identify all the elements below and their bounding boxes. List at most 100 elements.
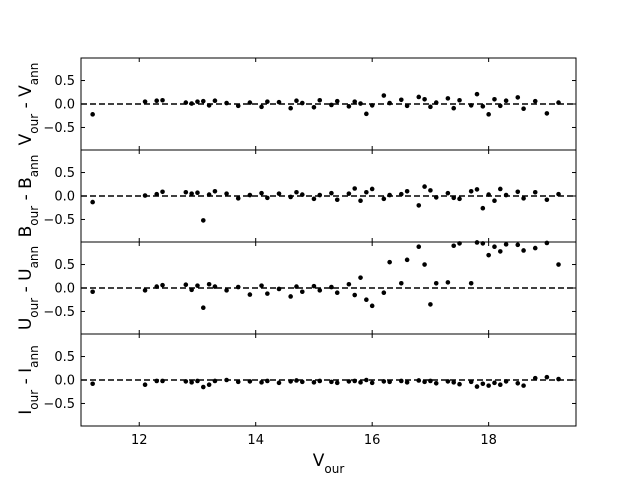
data-point bbox=[329, 102, 334, 108]
data-point bbox=[381, 290, 387, 295]
data-point bbox=[480, 104, 486, 109]
data-point bbox=[474, 91, 480, 97]
data-point bbox=[265, 195, 270, 201]
data-point bbox=[404, 257, 410, 263]
label-subscript: ann bbox=[27, 63, 41, 86]
label-subscript: ann bbox=[27, 246, 41, 269]
data-point bbox=[317, 192, 323, 198]
data-point bbox=[492, 380, 497, 386]
data-point bbox=[486, 192, 491, 197]
data-point bbox=[294, 284, 299, 289]
data-point bbox=[259, 190, 264, 196]
data-point bbox=[521, 383, 526, 388]
data-point bbox=[369, 303, 375, 309]
data-point bbox=[486, 112, 491, 117]
data-point bbox=[200, 218, 206, 223]
data-point bbox=[212, 98, 218, 104]
data-point bbox=[288, 294, 293, 299]
data-point bbox=[364, 189, 369, 195]
data-point bbox=[387, 192, 392, 198]
panel: −0.5 0.0 0.5 Bour - Bann bbox=[16, 149, 577, 243]
data-point bbox=[556, 262, 561, 267]
data-point bbox=[369, 380, 375, 386]
data-point bbox=[416, 94, 422, 100]
data-point bbox=[224, 100, 229, 106]
data-point bbox=[352, 292, 358, 298]
data-point bbox=[160, 282, 165, 288]
panel: −0.5 0.0 0.5 Uour - Uann bbox=[16, 240, 577, 335]
x-tick-label: 18 bbox=[480, 433, 497, 448]
data-point bbox=[200, 384, 206, 390]
data-point bbox=[90, 112, 95, 117]
x-tick-label: 14 bbox=[247, 433, 264, 448]
data-point bbox=[515, 380, 521, 386]
data-point bbox=[334, 290, 340, 295]
data-point bbox=[160, 97, 165, 103]
data-point bbox=[183, 379, 189, 384]
data-point bbox=[457, 381, 462, 387]
data-point bbox=[515, 95, 521, 100]
y-tick-label: 0.5 bbox=[54, 258, 75, 273]
data-point bbox=[334, 380, 340, 386]
data-point bbox=[486, 252, 491, 258]
data-point bbox=[480, 381, 486, 387]
data-point bbox=[433, 100, 439, 105]
data-point bbox=[90, 289, 95, 295]
data-point bbox=[195, 99, 200, 104]
label-text: V bbox=[313, 451, 325, 471]
data-point bbox=[358, 101, 363, 106]
data-point bbox=[235, 103, 241, 109]
data-point bbox=[358, 275, 363, 280]
data-point bbox=[451, 243, 457, 249]
data-point bbox=[515, 189, 521, 195]
data-point bbox=[358, 198, 363, 203]
data-point bbox=[183, 282, 189, 288]
data-point bbox=[556, 191, 561, 197]
data-point bbox=[142, 382, 148, 387]
data-point bbox=[265, 99, 270, 104]
data-point bbox=[90, 381, 95, 387]
data-point bbox=[212, 284, 218, 289]
label-text: U bbox=[16, 268, 36, 280]
data-point bbox=[457, 97, 462, 103]
data-point bbox=[428, 378, 433, 384]
data-point bbox=[515, 242, 521, 248]
panel: −0.5 0.0 0.5 Vour - Vann bbox=[16, 57, 577, 151]
data-point bbox=[346, 281, 352, 287]
label-text: - bbox=[16, 373, 36, 390]
data-point bbox=[404, 380, 410, 385]
data-point bbox=[422, 184, 427, 189]
data-point bbox=[387, 100, 392, 106]
data-point bbox=[521, 248, 526, 253]
data-point bbox=[247, 292, 253, 297]
data-point bbox=[480, 205, 486, 211]
data-point bbox=[445, 190, 451, 196]
data-point bbox=[299, 379, 305, 385]
data-point bbox=[352, 378, 358, 384]
y-axis-label: Bour - Bann bbox=[16, 155, 41, 238]
data-point bbox=[329, 379, 334, 385]
data-point bbox=[422, 97, 427, 102]
data-point bbox=[457, 241, 462, 246]
data-point bbox=[183, 100, 189, 105]
data-point bbox=[154, 191, 160, 197]
data-point bbox=[503, 192, 509, 198]
data-point bbox=[544, 374, 550, 380]
y-axis-label: Uour - Uann bbox=[16, 246, 41, 330]
data-point bbox=[364, 297, 369, 303]
y-tick-label: −0.5 bbox=[43, 121, 75, 136]
data-point bbox=[224, 288, 229, 293]
data-point bbox=[317, 97, 323, 103]
y-tick-label: −0.5 bbox=[43, 305, 75, 320]
y-tick-label: 0.0 bbox=[54, 282, 75, 297]
data-point bbox=[497, 249, 503, 254]
data-point bbox=[235, 284, 241, 290]
data-point bbox=[398, 378, 404, 384]
data-point bbox=[142, 99, 148, 104]
data-point bbox=[288, 105, 293, 111]
label-subscript: ann bbox=[27, 155, 41, 178]
data-point bbox=[474, 384, 480, 389]
data-point bbox=[160, 378, 165, 384]
data-point bbox=[433, 281, 439, 286]
x-tick-label: 12 bbox=[131, 433, 148, 448]
